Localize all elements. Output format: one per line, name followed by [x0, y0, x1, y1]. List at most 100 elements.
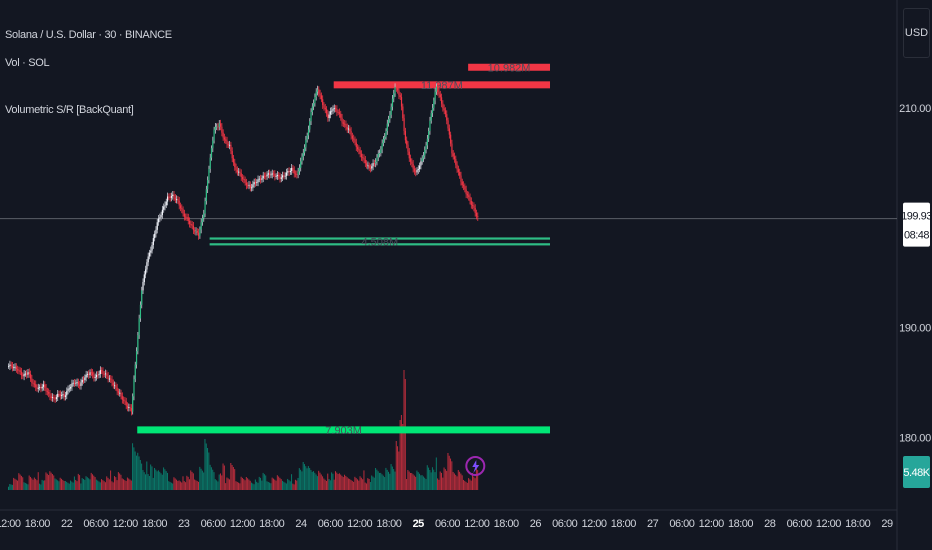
candle-body — [442, 103, 444, 109]
volume-bar — [239, 483, 241, 490]
volume-bar — [92, 474, 94, 490]
volume-bar — [390, 464, 392, 490]
volume-bar — [297, 477, 299, 490]
volume-bar — [17, 480, 19, 490]
candle-body — [239, 171, 241, 174]
volume-bar — [461, 475, 463, 490]
volume-bar — [250, 482, 252, 490]
volume-bar — [123, 479, 125, 490]
volume-bar — [108, 479, 110, 490]
volume-bar — [428, 467, 430, 490]
volume-bar — [64, 481, 66, 490]
candle-body — [313, 103, 315, 107]
candle-body — [409, 158, 412, 162]
candle-body — [225, 139, 227, 141]
candle-body — [44, 384, 46, 388]
candle-body — [148, 252, 151, 257]
candle-body — [362, 157, 364, 159]
x-tick-label: 12:00 — [464, 518, 489, 530]
volume-bar — [94, 477, 96, 490]
candle-body — [297, 171, 299, 175]
volume-bar — [125, 481, 127, 490]
volume-bar — [429, 470, 431, 490]
volume-bar — [380, 472, 382, 490]
candle-body — [252, 184, 254, 188]
candle-body — [450, 134, 452, 144]
candle-body — [19, 370, 21, 372]
x-tick-label: 26 — [530, 518, 542, 530]
volume-bar — [324, 479, 326, 490]
volume-bar — [130, 480, 132, 490]
volume-bar — [384, 477, 386, 490]
candle-body — [88, 374, 90, 375]
volume-bar — [166, 472, 168, 490]
volume-bar — [31, 478, 33, 490]
volume-bar — [249, 480, 251, 490]
volume-bar — [363, 470, 365, 490]
volume-bar — [434, 472, 436, 490]
candle-body — [373, 163, 375, 164]
candle-body — [63, 394, 65, 397]
candle-body — [36, 387, 38, 389]
candle-body — [120, 392, 122, 397]
volume-bar — [39, 483, 41, 490]
candle-body — [303, 147, 306, 153]
candle-body — [426, 138, 428, 146]
volume-bar — [302, 462, 304, 490]
candle-body — [382, 138, 385, 144]
volume-bar — [472, 473, 474, 490]
candle-body — [368, 165, 370, 169]
candle-body — [457, 169, 459, 172]
volume-bar — [460, 473, 462, 490]
candle-body — [174, 197, 176, 200]
volume-bar — [244, 480, 246, 490]
volume-bar — [10, 484, 12, 490]
volume-bar — [222, 463, 224, 490]
candle-body — [226, 140, 228, 145]
candle-body — [156, 222, 158, 230]
candle-body — [293, 170, 295, 174]
volume-bar — [142, 470, 144, 490]
volume-bar — [391, 466, 393, 490]
candle-body — [110, 378, 112, 380]
volume-bar — [72, 482, 74, 490]
volume-bar — [457, 470, 459, 490]
volume-bar — [265, 475, 267, 490]
candle-body — [407, 144, 409, 152]
currency-button[interactable]: USD — [903, 8, 930, 58]
candle-body — [347, 128, 350, 130]
candle-body — [77, 382, 79, 385]
candle-body — [151, 244, 153, 251]
candle-body — [314, 97, 316, 104]
candle-body — [111, 379, 113, 383]
volume-bar — [8, 486, 9, 490]
x-tick-label: 29 — [881, 518, 893, 530]
candle-body — [76, 382, 78, 383]
volume-bar — [103, 481, 105, 490]
volume-bar — [204, 439, 206, 490]
volume-bar — [210, 467, 212, 490]
candle-body — [92, 372, 94, 376]
candle-body — [444, 110, 447, 115]
volume-bar — [110, 470, 112, 490]
volume-bar — [188, 479, 190, 490]
x-tick-label: 06:00 — [435, 518, 460, 530]
candle-body — [464, 186, 466, 190]
candle-body — [367, 165, 369, 167]
volume-bar — [214, 479, 216, 490]
volume-bar — [389, 473, 391, 490]
volume-bar — [111, 481, 113, 490]
volume-bar — [155, 469, 157, 490]
candle-body — [324, 107, 326, 110]
candle-body — [51, 397, 54, 398]
candle-body — [210, 148, 213, 158]
volume-bar — [63, 481, 65, 490]
volume-bar — [181, 482, 183, 490]
y-tick-label: 190.00 — [899, 323, 931, 335]
candle-body — [243, 179, 245, 180]
volume-bar — [359, 476, 361, 490]
candle-body — [310, 112, 312, 122]
volume-bar — [350, 479, 352, 490]
candle-body — [71, 383, 73, 387]
